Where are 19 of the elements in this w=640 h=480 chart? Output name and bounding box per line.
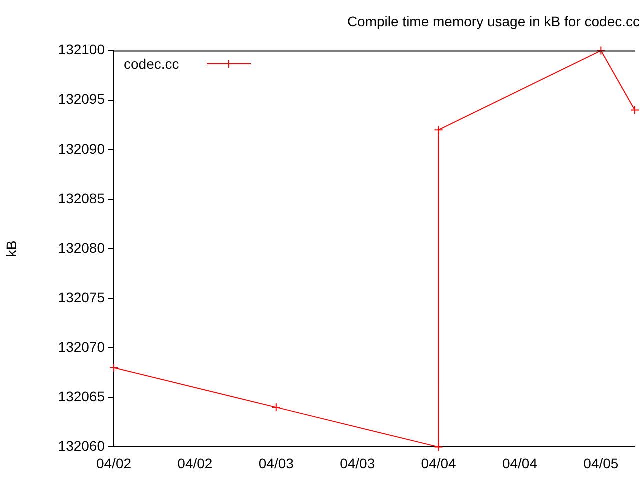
y-tick-label: 132060 (58, 438, 106, 454)
y-tick-label: 132080 (58, 240, 106, 256)
x-tick-label: 04/02 (96, 455, 132, 472)
y-tick-label: 132065 (58, 388, 106, 405)
y-tick-label: 132095 (58, 91, 106, 108)
y-tick-label: 132100 (58, 42, 106, 58)
x-tick-label: 04/02 (178, 455, 213, 472)
x-tick-label: 04/05 (584, 455, 619, 472)
x-tick-label: 04/03 (258, 455, 294, 472)
y-tick-label: 132075 (58, 289, 106, 306)
y-tick-label: 132070 (58, 338, 106, 355)
y-axis-title: kB (3, 240, 20, 258)
chart-title: Compile time memory usage in kB for codec.cc (347, 13, 640, 30)
y-tick-label: 132085 (58, 190, 106, 206)
x-tick-label: 04/04 (421, 455, 457, 472)
y-tick-label: 132090 (58, 140, 106, 157)
x-tick-label: 04/04 (502, 455, 538, 472)
legend-label: codec.cc (124, 56, 180, 72)
x-tick-label: 04/03 (340, 455, 376, 472)
